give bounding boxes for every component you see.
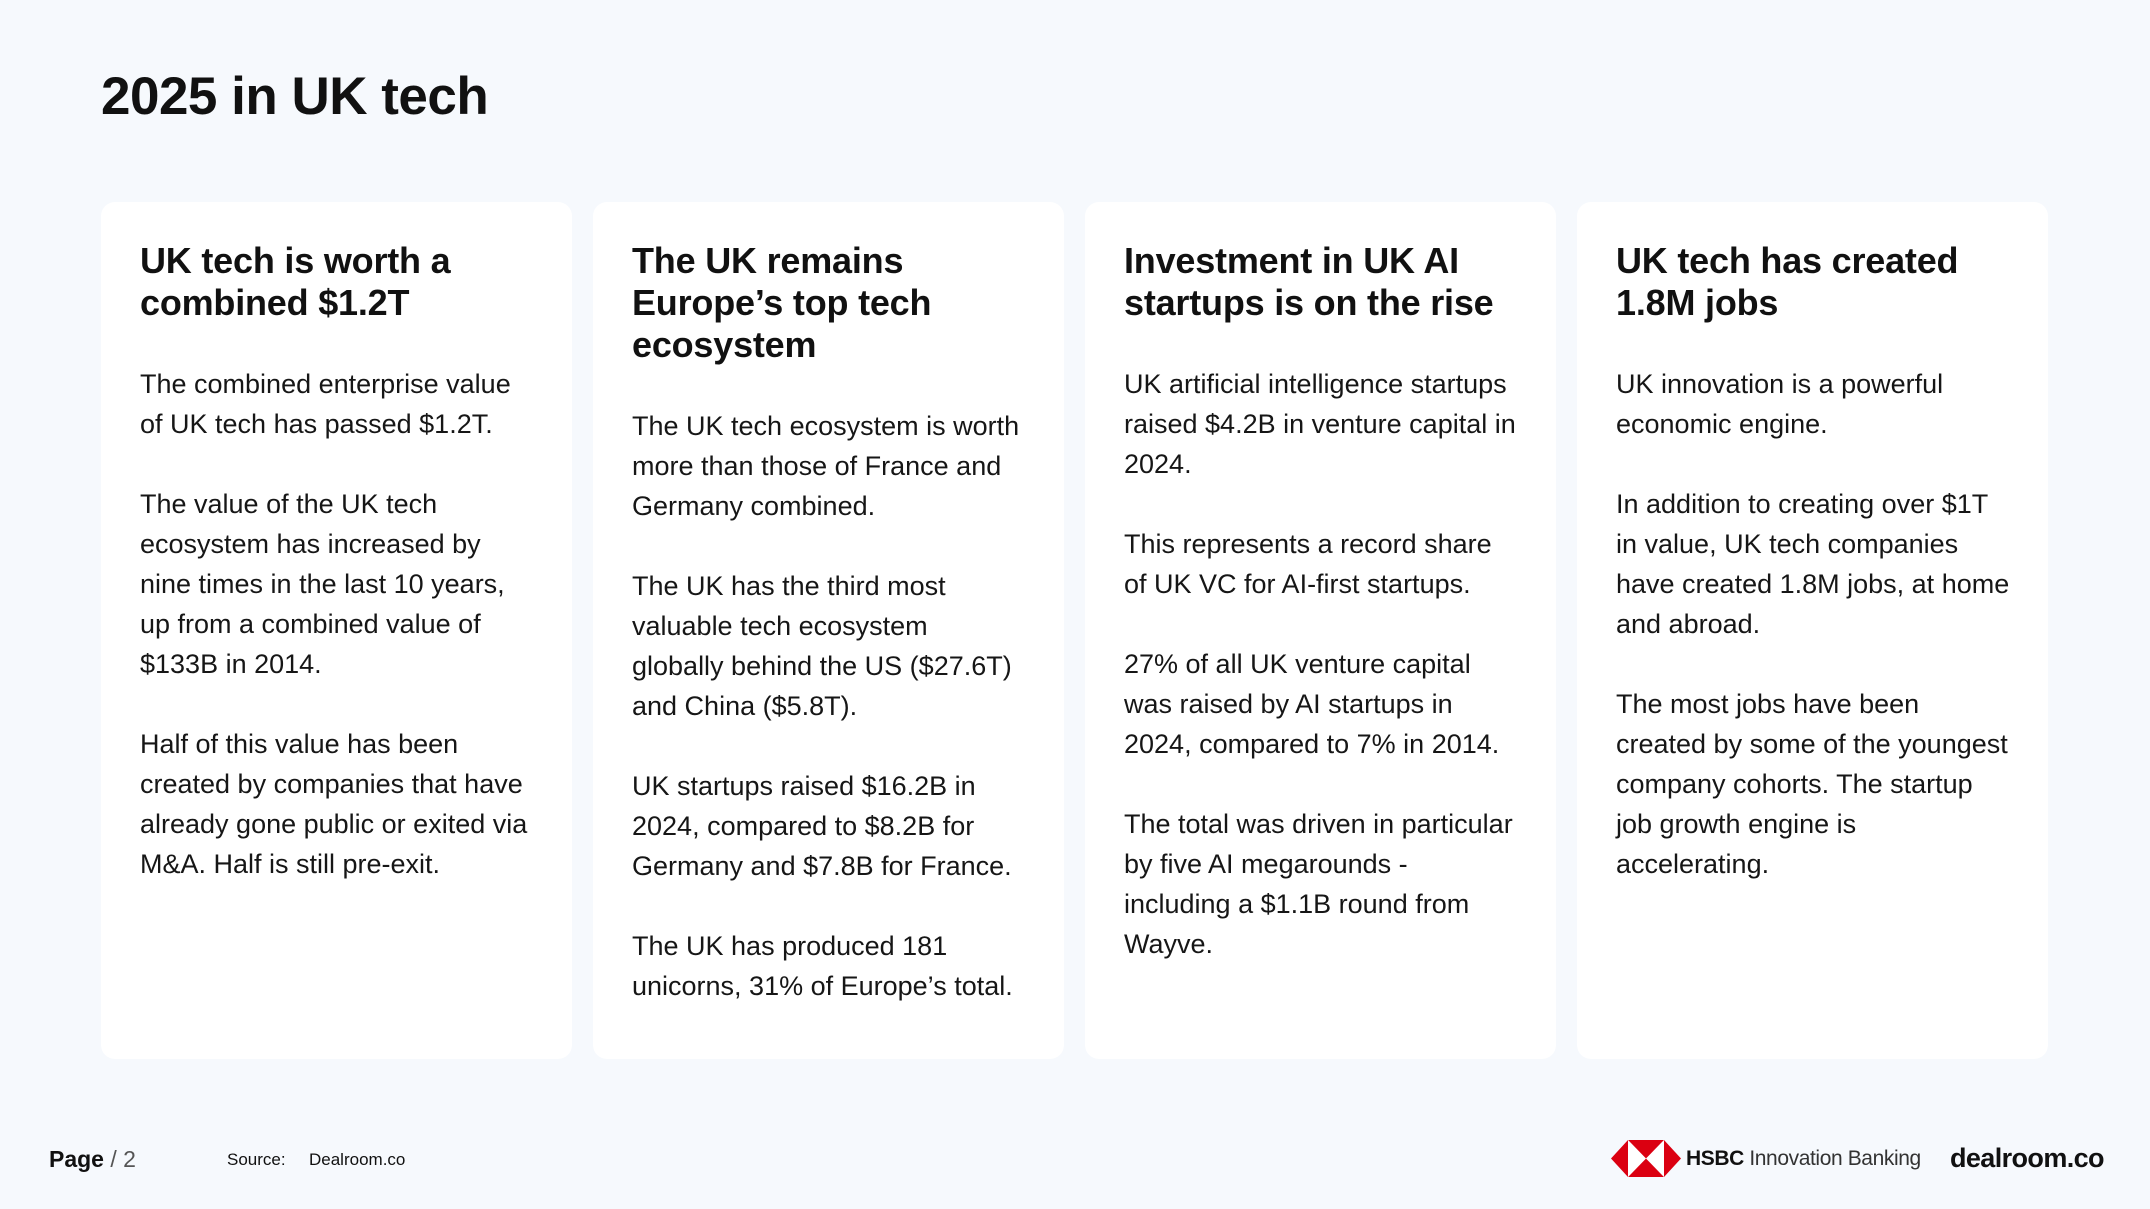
card-paragraph: The UK has the third most valuable tech … [632,571,1012,721]
hsbc-brand: HSBC [1686,1147,1744,1170]
card-paragraph: The UK has produced 181 unicorns, 31% of… [632,931,1013,1001]
dealroom-logo: dealroom.co [1950,1143,2105,1173]
cards-row: UK tech is worth a combined $1.2T The co… [101,202,2048,1059]
card-paragraph: The UK tech ecosystem is worth more than… [632,411,1020,521]
card-paragraph: UK startups raised $16.2B in 2024, compa… [632,771,1012,881]
footer: Page / 2 Source: Dealroom.co HSBC Innova… [0,1140,2150,1180]
card-paragraph: The combined enterprise value of UK tech… [140,369,511,439]
source-value: Dealroom.co [309,1150,406,1169]
card-jobs: UK tech has created 1.8M jobs UK innovat… [1577,202,2048,1059]
card-paragraph: 27% of all UK venture capital was raised… [1124,649,1500,759]
card-title: UK tech is worth a combined $1.2T [140,240,451,323]
card-paragraph: UK innovation is a powerful economic eng… [1616,369,1944,439]
hsbc-brand-suffix: Innovation Banking [1749,1147,1921,1170]
hsbc-innovation-banking-logo: HSBC Innovation Banking [1686,1147,1921,1171]
card-paragraph: UK artificial intelligence startups rais… [1124,369,1516,479]
card-paragraph: The total was driven in particular by fi… [1124,809,1513,959]
card-valuation: UK tech is worth a combined $1.2T The co… [101,202,572,1059]
card-title: UK tech has created 1.8M jobs [1616,240,1959,323]
card-ecosystem: The UK remains Europe’s top tech ecosyst… [593,202,1064,1059]
card-ai-investment: Investment in UK AI startups is on the r… [1085,202,1556,1059]
page-number: 2 [123,1146,136,1172]
page-indicator: Page / 2 [49,1146,136,1173]
source-label: Source: [227,1150,286,1169]
card-paragraph: This represents a record share of UK VC … [1124,529,1492,599]
hsbc-hexagon-logo-icon [1611,1140,1681,1177]
page-separator: / [110,1146,117,1172]
card-title: Investment in UK AI startups is on the r… [1124,240,1494,323]
card-paragraph: In addition to creating over $1T in valu… [1616,489,2010,639]
card-paragraph: The most jobs have been created by some … [1616,689,2008,879]
page-title: 2025 in UK tech [101,67,489,126]
card-paragraph: Half of this value has been created by c… [140,729,528,879]
card-title: The UK remains Europe’s top tech ecosyst… [632,240,932,365]
card-paragraph: The value of the UK tech ecosystem has i… [140,489,505,679]
page-word: Page [49,1146,104,1172]
